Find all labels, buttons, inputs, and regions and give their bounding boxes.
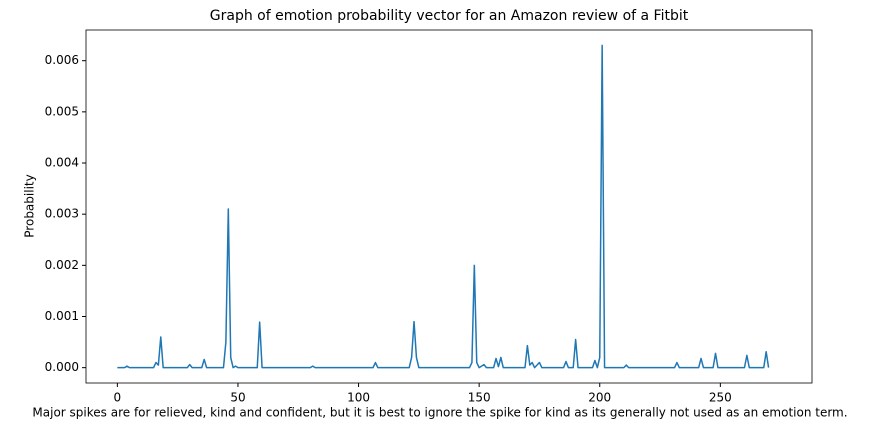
y-tick-label: 0.005	[45, 104, 79, 118]
chart-title: Graph of emotion probability vector for …	[210, 8, 689, 24]
y-tick-label: 0.000	[45, 360, 79, 374]
y-tick-label: 0.001	[45, 309, 79, 323]
line-series	[117, 44, 770, 369]
y-axis-label: Probability	[23, 174, 37, 237]
y-tick-label: 0.004	[45, 156, 79, 170]
x-tick-label: 200	[588, 391, 611, 405]
plot-frame	[85, 29, 813, 384]
y-tick-label: 0.003	[45, 207, 79, 221]
x-tick-label: 0	[114, 391, 122, 405]
y-tick-label: 0.006	[45, 53, 79, 67]
x-tick-label: 150	[468, 391, 491, 405]
x-tick-label: 50	[230, 391, 245, 405]
y-tick-label: 0.002	[45, 258, 79, 272]
caption: Major spikes are for relieved, kind and …	[32, 406, 847, 420]
x-tick-label: 100	[347, 391, 370, 405]
x-tick-label: 250	[709, 391, 732, 405]
